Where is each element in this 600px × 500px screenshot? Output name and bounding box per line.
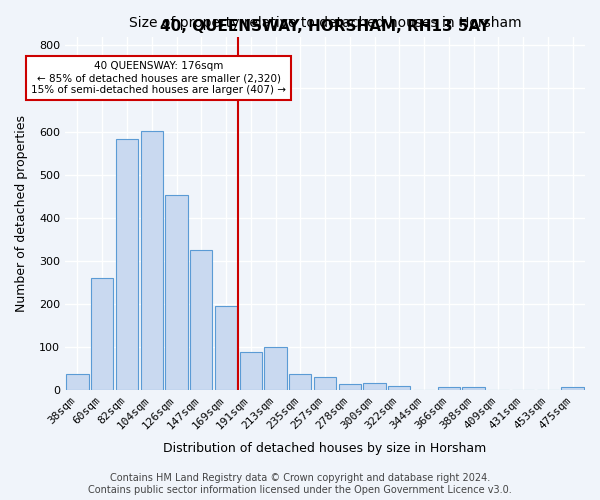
Bar bbox=[140, 130, 163, 390]
Bar bbox=[364, 384, 386, 390]
Bar bbox=[265, 347, 287, 391]
Bar bbox=[338, 384, 361, 390]
Bar bbox=[314, 376, 336, 390]
Text: Contains HM Land Registry data © Crown copyright and database right 2024.
Contai: Contains HM Land Registry data © Crown c… bbox=[88, 474, 512, 495]
X-axis label: Distribution of detached houses by size in Horsham: Distribution of detached houses by size … bbox=[163, 442, 487, 455]
Bar bbox=[91, 278, 113, 390]
Bar bbox=[562, 387, 584, 390]
Bar bbox=[190, 250, 212, 390]
Bar bbox=[67, 374, 89, 390]
Bar bbox=[116, 139, 138, 390]
Text: 40 QUEENSWAY: 176sqm
← 85% of detached houses are smaller (2,320)
15% of semi-de: 40 QUEENSWAY: 176sqm ← 85% of detached h… bbox=[31, 62, 286, 94]
Bar bbox=[437, 387, 460, 390]
Bar bbox=[388, 386, 410, 390]
Title: 40, QUEENSWAY, HORSHAM, RH13 5AY: 40, QUEENSWAY, HORSHAM, RH13 5AY bbox=[160, 19, 490, 34]
Bar bbox=[463, 387, 485, 390]
Text: Size of property relative to detached houses in Horsham: Size of property relative to detached ho… bbox=[129, 16, 521, 30]
Bar bbox=[239, 352, 262, 391]
Bar bbox=[166, 196, 188, 390]
Y-axis label: Number of detached properties: Number of detached properties bbox=[15, 115, 28, 312]
Bar bbox=[289, 374, 311, 390]
Bar bbox=[215, 306, 237, 390]
